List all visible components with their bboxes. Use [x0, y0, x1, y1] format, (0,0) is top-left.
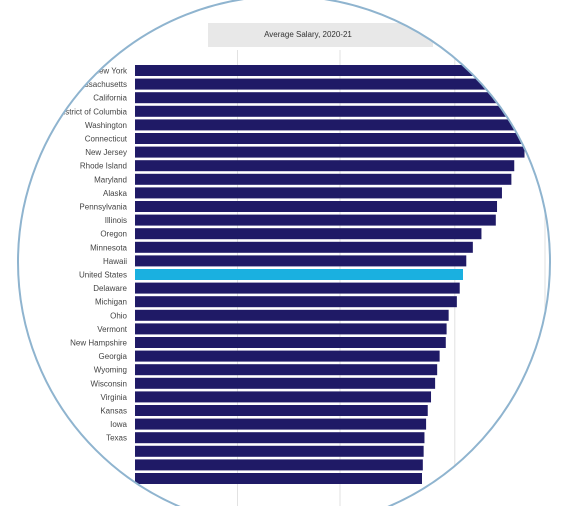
bar — [135, 119, 529, 131]
bar — [135, 228, 482, 240]
chart-title: Average Salary, 2020-21 — [264, 30, 352, 39]
bar — [135, 377, 436, 389]
category-label: Wyoming — [94, 366, 127, 375]
bar — [135, 445, 424, 457]
bar — [135, 282, 460, 294]
bar — [135, 364, 438, 376]
category-label: Kansas — [100, 407, 127, 416]
category-label: California — [93, 94, 127, 103]
bar — [135, 323, 447, 335]
category-label: Illinois — [105, 216, 127, 225]
category-label: Maryland — [94, 175, 127, 184]
category-label: Alaska — [103, 189, 128, 198]
category-label: Washington — [85, 121, 127, 130]
chart-title-background — [208, 23, 433, 47]
bar — [135, 105, 533, 117]
bar — [135, 255, 467, 267]
category-label: Iowa — [110, 420, 127, 429]
category-label: Texas — [106, 434, 127, 443]
bar — [135, 309, 449, 321]
category-label: Virginia — [100, 393, 127, 402]
category-label: Vermont — [97, 325, 128, 334]
category-label: Ohio — [110, 311, 127, 320]
bar — [135, 173, 512, 185]
bar — [135, 418, 427, 430]
category-label: Oregon — [100, 230, 127, 239]
category-label: Wisconsin — [91, 379, 127, 388]
category-label: Hawaii — [103, 257, 127, 266]
bar — [135, 459, 423, 471]
category-label: Massachusetts — [74, 80, 127, 89]
category-label: Michigan — [95, 298, 127, 307]
category-label: Minnesota — [90, 243, 127, 252]
category-label: Pennsylvania — [79, 203, 127, 212]
category-label: New Hampshire — [70, 339, 127, 348]
category-label: United States — [79, 271, 127, 280]
bar — [135, 160, 515, 172]
bar — [135, 391, 432, 403]
bar — [135, 187, 502, 199]
bars — [135, 65, 541, 484]
bar — [135, 241, 473, 253]
bar — [135, 432, 425, 444]
bar — [135, 146, 525, 158]
bar — [135, 337, 446, 348]
category-label: District of Columbia — [58, 107, 128, 116]
category-label: New Jersey — [85, 148, 127, 157]
bar — [135, 92, 535, 104]
bar-highlight — [135, 269, 463, 280]
bar — [135, 405, 428, 416]
category-label: Rhode Island — [80, 162, 127, 171]
bar — [135, 350, 440, 362]
bar — [135, 296, 457, 308]
bar — [135, 214, 496, 226]
bar — [135, 473, 422, 484]
bar — [135, 201, 498, 212]
bar — [135, 65, 541, 76]
category-label: Connecticut — [85, 135, 128, 144]
category-label: Georgia — [99, 352, 128, 361]
category-label: Delaware — [93, 284, 127, 293]
bar — [135, 78, 539, 90]
category-label: New York — [93, 67, 128, 76]
bar — [135, 133, 528, 144]
lens-border — [17, 0, 551, 506]
category-labels: New York Massachusetts California District … — [58, 67, 128, 443]
